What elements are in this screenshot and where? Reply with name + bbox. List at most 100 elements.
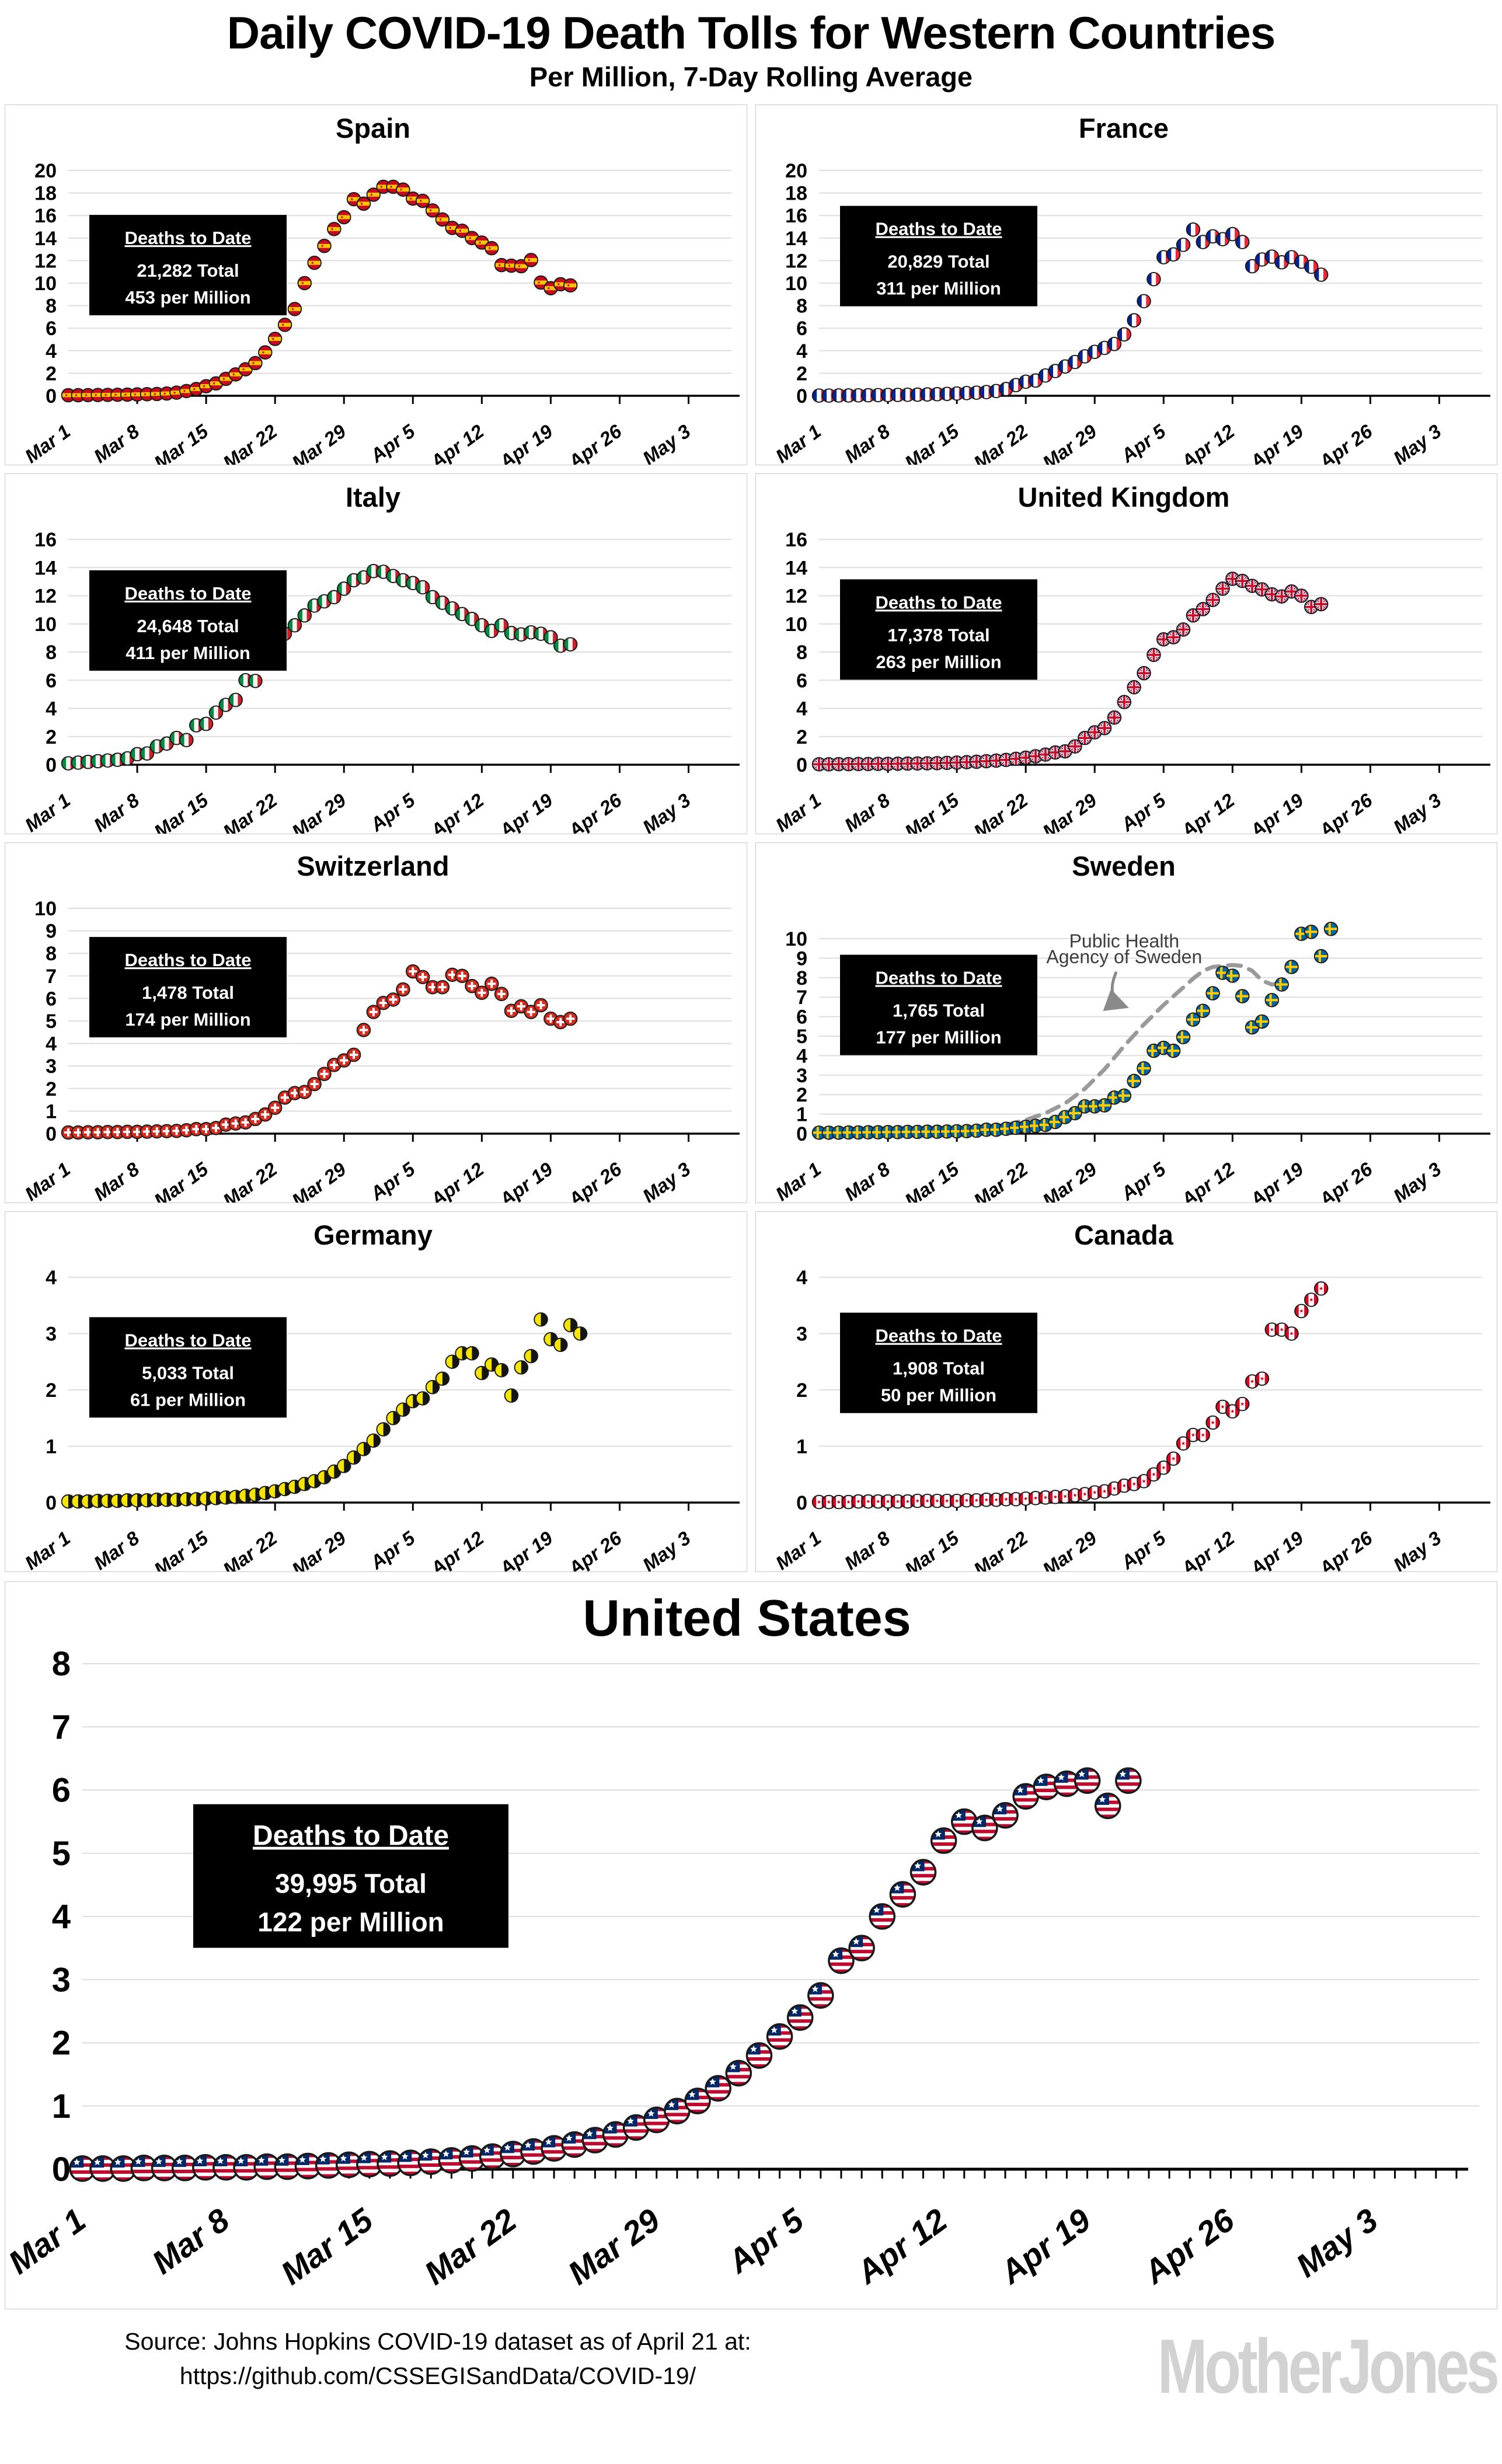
annotation-total: 21,282 Total: [137, 260, 239, 281]
sweden-flag-icon: [1235, 989, 1249, 1003]
y-tick-label: 8: [46, 295, 57, 317]
annotation-heading: Deaths to Date: [124, 950, 251, 970]
sweden-flag-icon: [1196, 1004, 1210, 1017]
italy-flag-icon: [298, 608, 312, 622]
spain-flag-icon: [91, 388, 104, 402]
france-flag-icon: [1265, 250, 1278, 263]
spain-flag-icon: [406, 191, 420, 205]
annotation-heading: Deaths to Date: [875, 219, 1002, 239]
uk-flag-icon: [910, 757, 924, 771]
switzerland-flag-icon: [465, 979, 479, 993]
y-tick-label: 3: [46, 1055, 57, 1078]
italy-flag-icon: [475, 618, 489, 632]
x-tick-label: Apr 19: [1245, 1527, 1307, 1571]
agency-label-line2: Agency of Sweden: [1046, 946, 1202, 967]
x-tick-label: May 3: [1389, 420, 1445, 465]
italy-flag-icon: [445, 601, 459, 615]
spain-flag-icon: [514, 259, 528, 273]
italy-flag-icon: [435, 596, 449, 609]
switzerland-flag-icon: [475, 986, 489, 999]
canada-flag-icon: [1205, 1416, 1219, 1430]
x-tick-label: Mar 29: [288, 1527, 350, 1571]
italy-flag-icon: [465, 612, 479, 626]
x-tick-label: Mar 15: [150, 789, 212, 834]
annotation-total: 20,829 Total: [887, 252, 989, 272]
chart-france: France 0 2 4 6 8 10 12 14 16 18 20 Mar 1 Mar 8 Mar 15 M…: [755, 104, 1497, 465]
france-flag-icon: [1117, 327, 1131, 341]
canada-flag-icon: [1146, 1468, 1161, 1481]
germany-flag-icon: [347, 1451, 361, 1464]
germany-flag-icon: [308, 1474, 321, 1488]
x-tick-label: Apr 26: [1314, 789, 1376, 834]
sweden-flag-icon: [1205, 987, 1219, 1000]
y-tick-label: 3: [796, 1323, 807, 1345]
x-tick-label: Mar 8: [90, 1158, 144, 1203]
y-tick-label: 8: [46, 642, 57, 664]
x-tick-label: May 3: [639, 420, 695, 465]
france-flag-icon: [1314, 268, 1327, 281]
annotation-per-million: 263 per Million: [876, 651, 1001, 672]
spain-flag-icon: [416, 194, 430, 208]
x-tick-label: Mar 1: [771, 789, 825, 834]
sweden-flag-icon: [822, 1125, 835, 1139]
italy-flag-icon: [485, 624, 499, 638]
germany-flag-icon: [386, 1411, 400, 1425]
x-tick-label: Mar 29: [561, 2201, 667, 2292]
y-tick-label: 0: [796, 1123, 807, 1145]
y-tick-label: 1: [46, 1435, 57, 1458]
sweden-flag-icon: [841, 1125, 855, 1139]
deaths-annotation: Deaths to Date 1,908 Total 50 per Millio…: [839, 1312, 1037, 1413]
x-tick-label: Mar 29: [1038, 789, 1101, 834]
deaths-annotation: Deaths to Date 39,995 Total 122 per Mill…: [193, 1804, 508, 1948]
sweden-flag-icon: [1225, 969, 1239, 982]
canada-flag-icon: [1196, 1428, 1210, 1442]
y-tick-label: 14: [785, 228, 807, 250]
x-tick-label: Apr 19: [495, 789, 557, 834]
x-tick-label: May 3: [1290, 2201, 1385, 2284]
sweden-flag-icon: [891, 1125, 904, 1139]
spain-flag-icon: [318, 239, 331, 253]
sweden-flag-icon: [1304, 925, 1318, 939]
spain-flag-icon: [288, 302, 302, 316]
canada-flag-icon: [1156, 1461, 1170, 1475]
sweden-flag-icon: [920, 1125, 934, 1138]
chart-title: Canada: [1074, 1219, 1174, 1250]
switzerland-flag-icon: [120, 1125, 134, 1139]
sweden-flag-icon: [900, 1125, 914, 1139]
y-tick-label: 2: [46, 1379, 57, 1402]
x-tick-label: Mar 8: [840, 789, 894, 834]
spain-flag-icon: [485, 241, 499, 255]
x-tick-label: Mar 1: [21, 789, 75, 834]
germany-flag-icon: [563, 1318, 577, 1332]
spain-flag-icon: [563, 278, 577, 292]
italy-flag-icon: [219, 698, 233, 712]
x-tick-label: Mar 22: [219, 1527, 281, 1571]
france-flag-icon: [1068, 355, 1082, 369]
switzerland-flag-icon: [357, 1023, 371, 1037]
usa-flag-icon: [521, 2139, 546, 2164]
y-tick-label: 8: [52, 1645, 71, 1683]
x-tick-label: Mar 22: [219, 1158, 281, 1203]
switzerland-flag-icon: [160, 1124, 173, 1138]
usa-flag-icon: [849, 1936, 874, 1961]
sweden-flag-icon: [1127, 1074, 1141, 1088]
y-tick-label: 1: [796, 1435, 807, 1458]
x-tick-label: Mar 1: [21, 420, 75, 465]
y-tick-label: 8: [796, 642, 807, 664]
france-flag-icon: [1137, 294, 1151, 308]
spain-flag-icon: [71, 388, 85, 402]
x-tick-label: Mar 15: [900, 1158, 963, 1203]
usa-flag-icon: [911, 1860, 936, 1885]
y-tick-label: 1: [796, 1103, 807, 1125]
sweden-flag-icon: [979, 1123, 993, 1137]
y-tick-label: 14: [34, 228, 57, 250]
spain-flag-icon: [465, 231, 479, 245]
germany-flag-icon: [318, 1470, 331, 1484]
y-tick-label: 2: [796, 363, 807, 385]
spain-flag-icon: [524, 253, 538, 267]
x-tick-label: Apr 19: [1245, 1158, 1307, 1203]
x-tick-label: Apr 12: [426, 789, 488, 834]
germany-flag-icon: [465, 1346, 479, 1360]
